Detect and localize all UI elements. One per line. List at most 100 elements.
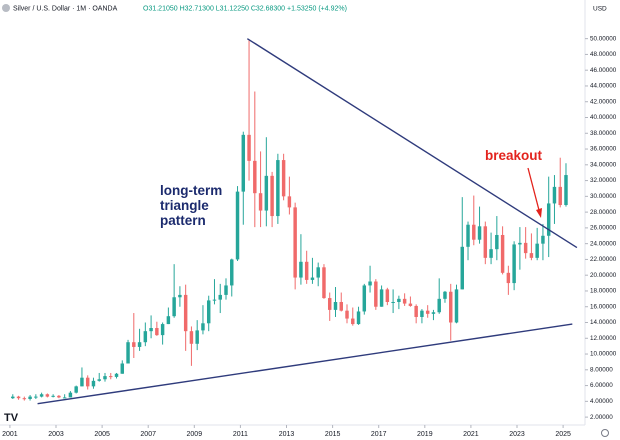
candle-body xyxy=(218,294,222,300)
candle-body xyxy=(276,160,280,217)
y-tick-label: 24.00000 xyxy=(590,240,617,247)
settings-icon[interactable] xyxy=(601,429,609,437)
candle-body xyxy=(172,297,176,317)
candle-body xyxy=(379,289,384,307)
y-tick-label: 30.00000 xyxy=(590,193,617,200)
candle-body xyxy=(258,193,263,211)
candle-body xyxy=(546,203,551,236)
candle-body xyxy=(34,396,38,398)
header-stats: O31.21050 H32.71300 L31.12250 C32.68300 … xyxy=(143,5,347,12)
y-tick-label: 4.00000 xyxy=(590,398,613,405)
candle-body xyxy=(85,377,90,387)
candle-body xyxy=(472,224,476,240)
candle-body xyxy=(316,267,320,278)
y-tick-label: 38.00000 xyxy=(590,130,617,137)
candle-body xyxy=(477,226,482,240)
candle-body xyxy=(385,289,390,302)
candle-body xyxy=(431,312,436,314)
candle-body xyxy=(143,331,148,343)
candle-body xyxy=(132,342,136,347)
candle-body xyxy=(253,160,257,194)
y-tick-label: 34.00000 xyxy=(590,161,617,168)
breakout-arrow xyxy=(527,167,541,215)
candle-body xyxy=(39,394,44,397)
candle-body xyxy=(397,298,401,302)
candle-body xyxy=(45,394,50,397)
x-tick-label: 2013 xyxy=(279,431,295,438)
candle-body xyxy=(183,294,188,332)
candle-body xyxy=(466,224,470,247)
candle-body xyxy=(264,175,269,211)
y-axis-label: USD xyxy=(593,6,607,13)
candle-body xyxy=(483,226,488,258)
candle-body xyxy=(299,261,303,278)
candle-body xyxy=(126,342,130,364)
candle-body xyxy=(374,281,378,307)
y-tick-label: 10.00000 xyxy=(590,351,617,358)
candle-body xyxy=(362,285,367,312)
y-tick-label: 18.00000 xyxy=(590,288,617,295)
y-tick-label: 6.00000 xyxy=(590,382,613,389)
y-tick-label: 46.00000 xyxy=(590,67,617,74)
candle-body xyxy=(437,298,441,313)
logo: TV xyxy=(4,412,19,424)
candle-body xyxy=(327,298,332,310)
y-tick-label: 26.00000 xyxy=(590,225,617,232)
x-tick-label: 2009 xyxy=(187,431,203,438)
candle-body xyxy=(489,249,493,258)
y-tick-label: 48.00000 xyxy=(590,51,617,58)
y-tick-label: 22.00000 xyxy=(590,256,617,263)
candle-body xyxy=(351,318,355,325)
candle-body xyxy=(523,242,528,254)
candle-body xyxy=(91,380,96,387)
y-tick-label: 20.00000 xyxy=(590,272,617,279)
candle-body xyxy=(178,294,182,298)
candle-body xyxy=(460,246,464,290)
breakout-arrowhead xyxy=(536,208,542,218)
y-tick-label: 42.00000 xyxy=(590,98,617,105)
candle-body xyxy=(512,244,516,284)
y-tick-label: 36.00000 xyxy=(590,146,617,153)
y-tick-label: 50.00000 xyxy=(590,35,617,42)
candle-body xyxy=(137,342,142,347)
candle-body xyxy=(195,330,199,344)
x-tick-label: 2015 xyxy=(325,431,341,438)
x-tick-label: 2021 xyxy=(463,431,479,438)
candle-body xyxy=(51,395,55,397)
x-tick-label: 2011 xyxy=(233,431,248,438)
y-tick-label: 40.00000 xyxy=(590,114,617,121)
x-tick-label: 2023 xyxy=(509,431,525,438)
candle-body xyxy=(293,207,297,278)
candle-body xyxy=(322,267,326,299)
candle-body xyxy=(206,300,211,324)
candle-body xyxy=(241,134,246,192)
candle-body xyxy=(166,316,171,325)
candle-body xyxy=(552,186,557,204)
candle-body xyxy=(22,398,27,400)
y-tick-label: 32.00000 xyxy=(590,177,617,184)
candle-body xyxy=(120,363,125,374)
x-tick-label: 2005 xyxy=(94,431,110,438)
candle-body xyxy=(247,134,251,161)
candle-body xyxy=(74,386,78,393)
y-tick-label: 12.00000 xyxy=(590,335,617,342)
candle-body xyxy=(114,373,119,377)
candle-body xyxy=(270,175,274,217)
candle-body xyxy=(402,298,407,304)
x-tick-label: 2019 xyxy=(417,431,433,438)
y-tick-label: 16.00000 xyxy=(590,303,617,310)
candle-body xyxy=(495,234,499,250)
y-tick-label: 14.00000 xyxy=(590,319,617,326)
candle-body xyxy=(529,253,534,258)
candle-body xyxy=(68,392,73,398)
trendline xyxy=(246,38,578,249)
candle-body xyxy=(368,281,372,286)
candle-body xyxy=(391,302,395,303)
y-tick-label: 28.00000 xyxy=(590,209,617,216)
candle-body xyxy=(339,302,343,311)
y-tick-label: 44.00000 xyxy=(590,83,617,90)
triangle-annotation: long-term triangle pattern xyxy=(160,183,223,228)
x-tick-label: 2007 xyxy=(140,431,156,438)
